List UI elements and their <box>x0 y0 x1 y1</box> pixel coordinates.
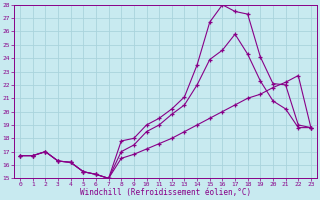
X-axis label: Windchill (Refroidissement éolien,°C): Windchill (Refroidissement éolien,°C) <box>80 188 251 197</box>
